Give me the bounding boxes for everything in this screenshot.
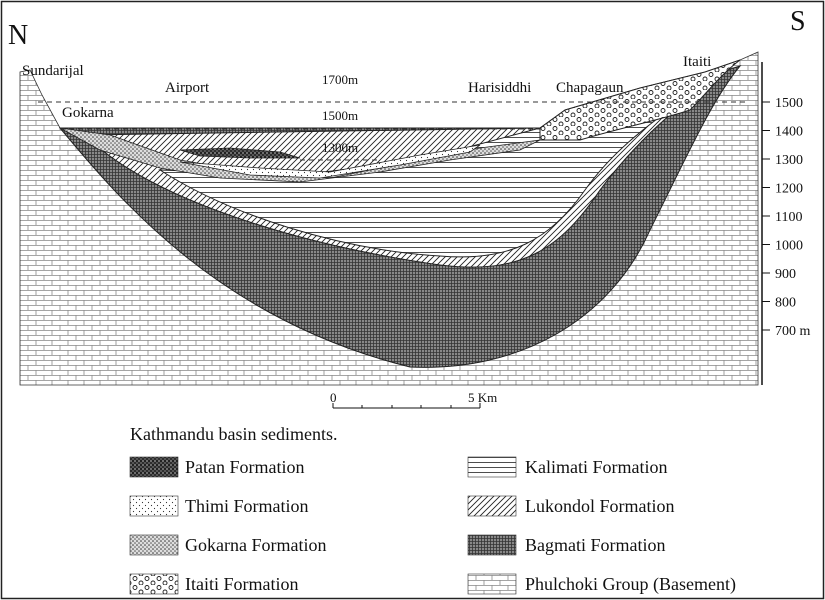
- thimi: [179, 144, 481, 179]
- legend-label: Thimi Formation: [185, 496, 309, 516]
- place-label: Gokarna: [62, 105, 114, 121]
- legend-swatch: [129, 495, 179, 517]
- itaiti: [539, 59, 741, 141]
- legend-label: Itaiti Formation: [185, 574, 298, 594]
- legend-swatch: [467, 456, 517, 478]
- elevation-label: 800: [775, 296, 796, 311]
- scale-bar: [332, 403, 481, 409]
- place-label: Airport: [165, 80, 210, 96]
- legend-label: Kalimati Formation: [525, 457, 667, 477]
- legend-swatch: [129, 573, 179, 595]
- legend-swatch: [467, 534, 517, 556]
- legend-swatch: [467, 495, 517, 517]
- patan: [179, 147, 301, 159]
- legend-swatch: [467, 573, 517, 595]
- elevation-label: 900: [775, 267, 796, 282]
- legend-label: Phulchoki Group (Basement): [525, 574, 736, 595]
- elevation-label: 1100: [775, 210, 802, 225]
- legend-label: Bagmati Formation: [525, 535, 665, 555]
- legend-label: Lukondol Formation: [525, 496, 675, 516]
- contour-label: 1700m: [322, 72, 358, 87]
- elevation-label: 1000: [775, 239, 803, 254]
- scale-end: 5 Km: [468, 390, 497, 405]
- place-label: Harisiddhi: [468, 80, 531, 96]
- legend-title: Kathmandu basin sediments.: [130, 424, 337, 444]
- contour-label: 1300m: [322, 140, 358, 155]
- legend-swatch: [129, 456, 179, 478]
- elevation-label: 1200: [775, 182, 803, 197]
- contour-lines: [38, 101, 745, 161]
- north-label: N: [8, 20, 28, 51]
- place-label: Chapagaun: [556, 80, 624, 96]
- legend-label: Gokarna Formation: [185, 535, 326, 555]
- elevation-label: 1300: [775, 153, 803, 168]
- place-label: Sundarijal: [22, 63, 84, 79]
- contour-label: 1500m: [322, 108, 358, 123]
- elevation-label: 1400: [775, 125, 803, 140]
- legend-swatch: [129, 534, 179, 556]
- elevation-label: 1500: [775, 96, 803, 111]
- place-label: Itaiti: [683, 54, 711, 70]
- elevation-label: 700 m: [775, 324, 811, 339]
- south-label: S: [790, 6, 806, 37]
- scale-start: 0: [330, 390, 337, 405]
- legend-label: Patan Formation: [185, 457, 305, 477]
